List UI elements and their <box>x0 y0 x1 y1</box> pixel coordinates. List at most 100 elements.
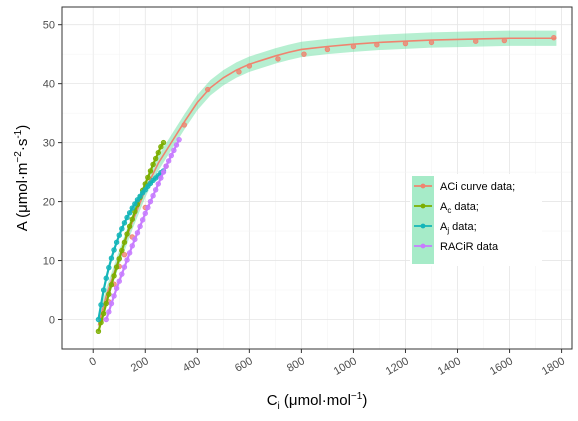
data-point <box>150 161 156 168</box>
data-point <box>374 42 380 48</box>
data-point <box>160 169 167 175</box>
data-point <box>129 243 135 249</box>
x-axis-title: Ci (μmol·mol−1) <box>267 391 368 412</box>
data-point <box>350 43 357 50</box>
series-ac-data- <box>95 139 167 335</box>
data-point <box>126 223 133 230</box>
data-point <box>160 139 167 146</box>
data-point <box>158 144 164 150</box>
legend-band-swatch <box>412 176 434 264</box>
data-point <box>100 287 107 293</box>
data-point <box>106 309 112 315</box>
y-tick-label: 50 <box>43 20 55 32</box>
data-point <box>111 273 117 279</box>
data-point <box>275 56 281 62</box>
data-point <box>301 51 307 57</box>
data-point <box>137 223 143 230</box>
legend-label: Ac data; <box>440 201 479 215</box>
data-point <box>100 310 107 317</box>
data-point <box>119 271 125 277</box>
data-point <box>155 181 161 187</box>
legend-key-point <box>420 203 426 209</box>
y-tick-label: 20 <box>43 197 55 209</box>
data-point <box>236 69 242 75</box>
data-point <box>113 264 120 270</box>
data-point <box>106 264 112 271</box>
data-point <box>428 39 435 46</box>
data-point <box>95 316 102 323</box>
data-point <box>124 231 130 237</box>
legend-key-point <box>420 183 426 189</box>
y-tick-label: 40 <box>43 79 55 91</box>
data-point <box>103 275 109 281</box>
data-point <box>119 247 125 254</box>
data-point <box>139 217 146 223</box>
data-point <box>108 255 115 261</box>
data-point <box>111 293 117 299</box>
data-point <box>124 257 130 263</box>
data-point <box>147 168 154 174</box>
data-point <box>126 210 133 216</box>
data-point <box>116 278 122 284</box>
data-point <box>155 149 161 156</box>
data-point <box>132 208 138 215</box>
data-point <box>121 251 128 258</box>
data-point <box>163 163 169 169</box>
legend: ACi curve data; Ac data; Aj data; RACiR dat… <box>410 174 542 266</box>
data-point <box>152 187 159 193</box>
data-point <box>150 192 156 199</box>
data-point <box>129 216 135 222</box>
data-point <box>126 250 133 256</box>
data-point <box>116 232 122 238</box>
data-point <box>103 316 109 323</box>
data-point <box>168 152 174 159</box>
data-point <box>152 155 159 162</box>
legend-label: RACiR data <box>440 241 499 253</box>
data-point <box>324 46 331 53</box>
data-point <box>147 198 154 205</box>
grid <box>62 7 572 350</box>
data-point <box>402 40 409 47</box>
data-point <box>132 236 138 243</box>
data-point <box>246 63 253 69</box>
data-point <box>171 147 177 153</box>
data-point <box>134 197 141 203</box>
data-point <box>113 239 120 245</box>
y-tick-label: 0 <box>49 315 55 327</box>
data-point <box>145 204 151 211</box>
data-point <box>113 285 120 291</box>
data-point <box>137 193 143 199</box>
legend-key-point <box>420 243 426 249</box>
series-racir-data <box>103 136 182 323</box>
data-point <box>119 226 125 232</box>
x-tick-label: 0 <box>87 355 98 368</box>
data-point <box>205 86 211 93</box>
data-point <box>134 230 141 236</box>
legend-label: ACi curve data; <box>440 181 515 193</box>
data-point <box>108 282 115 288</box>
data-point <box>165 158 172 164</box>
data-point <box>111 247 117 253</box>
legend-key-point <box>420 223 426 229</box>
data-point <box>173 142 180 148</box>
data-point <box>158 175 164 181</box>
data-point <box>129 205 135 211</box>
data-point <box>106 291 112 297</box>
data-point <box>142 187 148 193</box>
data-point <box>98 302 104 308</box>
y-tick-label: 30 <box>43 138 55 150</box>
data-point <box>103 300 109 307</box>
data-point <box>176 136 182 143</box>
data-point <box>95 328 102 335</box>
series-layer <box>95 34 557 335</box>
data-point <box>473 38 479 44</box>
legend-items: ACi curve data; Ac data; Aj data; RACiR dat… <box>412 176 515 264</box>
data-point <box>132 201 138 207</box>
data-point <box>116 256 122 262</box>
legend-label: Aj data; <box>440 221 477 235</box>
y-tick-label: 10 <box>43 256 55 268</box>
data-point <box>551 34 557 41</box>
data-point <box>145 174 151 181</box>
